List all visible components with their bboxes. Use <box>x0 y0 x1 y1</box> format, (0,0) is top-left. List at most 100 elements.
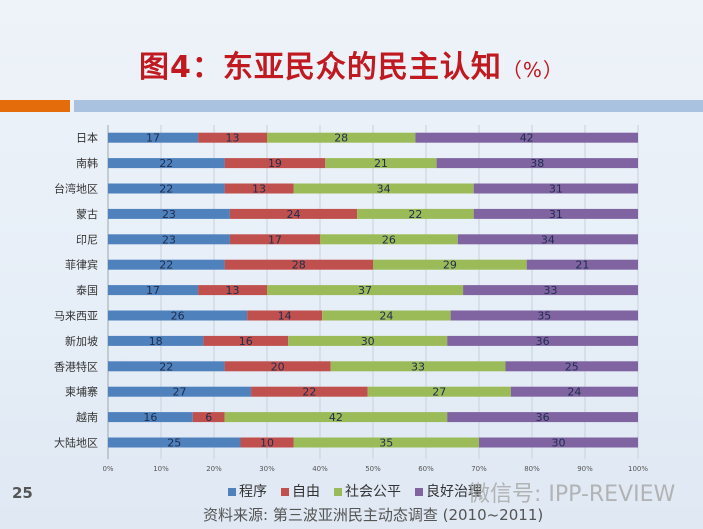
data-label: 42 <box>520 132 534 145</box>
data-label: 16 <box>239 335 253 348</box>
page-number: 25 <box>12 484 33 502</box>
legend-item: 社会公平 <box>334 481 401 501</box>
data-label: 13 <box>226 132 240 145</box>
data-label: 24 <box>567 386 581 399</box>
data-label: 25 <box>565 360 579 373</box>
data-label: 33 <box>544 284 558 297</box>
data-label: 23 <box>162 233 176 246</box>
bar-segment <box>251 386 368 397</box>
bar-segment <box>293 437 479 448</box>
data-label: 38 <box>530 157 544 170</box>
bar-segment <box>367 386 511 397</box>
bar-segment <box>436 158 638 169</box>
category-label: 马来西亚 <box>54 310 98 323</box>
accent-bar-blue <box>74 100 703 112</box>
category-label: 大陆地区 <box>54 436 98 450</box>
bar-segment <box>224 412 448 423</box>
bar-segment <box>108 183 225 194</box>
category-label: 菲律宾 <box>65 258 98 272</box>
data-label: 30 <box>552 437 566 450</box>
legend-swatch <box>281 488 289 496</box>
data-label: 14 <box>278 310 292 323</box>
bar-segment <box>108 158 225 169</box>
bar-segment <box>288 335 448 346</box>
data-label: 21 <box>374 157 388 170</box>
bar-segment <box>320 234 458 245</box>
bar-segment <box>224 259 373 270</box>
data-label: 22 <box>302 386 316 399</box>
title-text: 图4：东亚民众的民主认知 <box>139 50 502 85</box>
x-tick-label: 0% <box>102 465 113 473</box>
bar-segment <box>505 361 638 372</box>
data-label: 22 <box>159 183 173 196</box>
bar-segment <box>463 285 638 296</box>
legend-item: 自由 <box>281 481 320 501</box>
data-label: 42 <box>329 411 343 424</box>
data-label: 22 <box>159 360 173 373</box>
source-note: 资料来源: 第三波亚洲民主动态调查 (2010~2011) <box>203 506 544 524</box>
data-label: 26 <box>382 233 396 246</box>
bar-segment <box>457 234 638 245</box>
bar-segment <box>108 310 248 321</box>
data-label: 24 <box>287 208 301 221</box>
data-label: 34 <box>377 183 391 196</box>
bar-segment <box>108 437 241 448</box>
data-label: 30 <box>361 335 375 348</box>
bar-segment <box>473 183 638 194</box>
bar-segment <box>108 335 204 346</box>
bar-segment <box>108 259 225 270</box>
data-label: 22 <box>408 208 422 221</box>
bar-segment <box>473 208 638 219</box>
category-label: 日本 <box>76 131 98 145</box>
legend-item: 良好治理 <box>415 481 482 501</box>
data-label: 35 <box>537 310 551 323</box>
data-label: 17 <box>146 132 160 145</box>
data-label: 23 <box>162 208 176 221</box>
bar-segment <box>415 132 638 143</box>
bar-segment <box>357 208 474 219</box>
bar-segment <box>447 335 638 346</box>
data-label: 31 <box>549 183 563 196</box>
bar-segment <box>108 386 252 397</box>
x-tick-label: 10% <box>153 465 169 473</box>
bar-segment <box>108 208 230 219</box>
data-label: 27 <box>173 386 187 399</box>
bar-segment <box>510 386 638 397</box>
category-label: 印尼 <box>76 233 98 246</box>
category-label: 泰国 <box>76 283 98 297</box>
data-label: 21 <box>575 259 589 272</box>
data-label: 22 <box>159 259 173 272</box>
x-tick-label: 100% <box>628 465 648 473</box>
bar-segment <box>267 132 416 143</box>
data-label: 27 <box>432 386 446 399</box>
bar-segment <box>322 310 451 321</box>
bar-segment <box>240 437 294 448</box>
data-label: 28 <box>292 259 306 272</box>
category-label: 蒙古 <box>76 208 98 221</box>
legend-label: 社会公平 <box>345 484 401 500</box>
bar-segment <box>450 310 638 321</box>
bar-segment <box>247 310 323 321</box>
data-label: 29 <box>443 259 457 272</box>
bar-segment <box>203 335 289 346</box>
x-tick-label: 70% <box>471 465 487 473</box>
legend-item: 程序 <box>228 481 267 501</box>
bar-segment <box>330 361 506 372</box>
bar-segment <box>325 158 437 169</box>
x-tick-label: 90% <box>577 465 593 473</box>
bar-segment <box>224 361 331 372</box>
data-label: 34 <box>541 233 555 246</box>
category-label: 台湾地区 <box>54 182 98 196</box>
bar-segment <box>108 361 225 372</box>
bar-segment <box>198 132 267 143</box>
x-tick-label: 30% <box>259 465 275 473</box>
data-label: 36 <box>536 335 550 348</box>
data-label: 13 <box>252 183 266 196</box>
category-label: 柬埔寨 <box>65 385 98 399</box>
x-tick-label: 80% <box>524 465 540 473</box>
legend-label: 自由 <box>292 484 320 500</box>
category-label: 新加坡 <box>65 334 98 348</box>
bar-segment <box>293 183 474 194</box>
data-label: 36 <box>536 411 550 424</box>
